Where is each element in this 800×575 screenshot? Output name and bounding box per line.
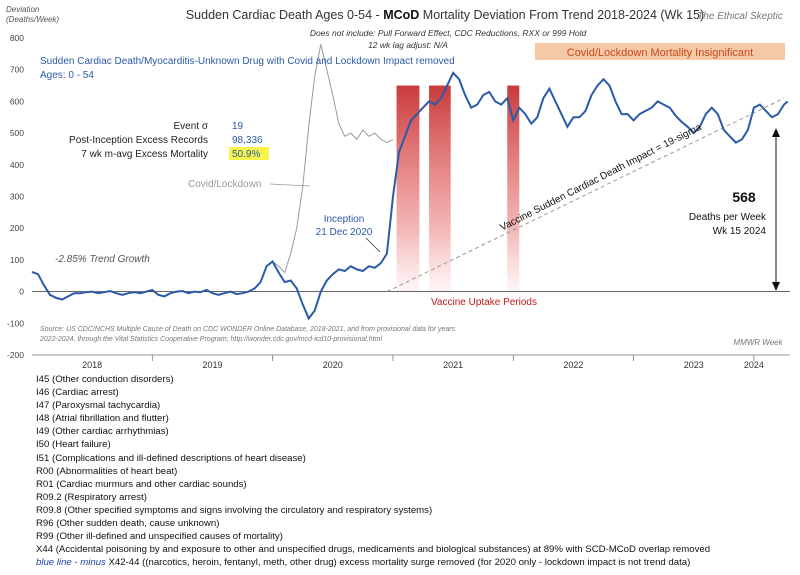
x-tick-label: 2022 [563,360,583,370]
icd-code-item: R09.8 (Other specified symptoms and sign… [36,504,433,516]
vaccine-uptake-band [396,85,420,292]
icd-code-item: I45 (Other conduction disorders) [36,374,174,385]
y-tick-label: 600 [10,96,24,106]
x-tick-label: 2021 [443,360,463,370]
chart-area: Covid/Lockdown Mortality Insignificant 8… [6,5,790,370]
stat-label-2: 7 wk m-avg Excess Mortality [81,149,208,160]
y-tick-label: 100 [10,255,24,265]
stat-value-2: 50.9% [232,149,260,160]
y-tick-label: 300 [10,192,24,202]
icd-code-item: R09.2 (Respiratory arrest) [36,491,147,503]
note-rest: X42-44 ((narcotics, heroin, fentanyl, me… [105,557,691,569]
stat-value-0: 19 [232,121,244,132]
chart-title: Sudden Cardiac Death Ages 0-54 - MCoD Mo… [186,8,704,22]
title-pre: Sudden Cardiac Death Ages 0-54 - [186,8,380,22]
icd-code-item: X44 (Accidental poisoning by and exposur… [36,544,711,556]
chart-subtitle-2: 12 wk lag adjust: N/A [368,40,448,50]
series-title: Sudden Cardiac Death/Myocarditis-Unknown… [40,56,455,67]
icd-code-item: R01 (Cardiac murmurs and other cardiac s… [36,478,247,490]
x-tick-label: 2018 [82,360,102,370]
inception-label-1: Inception [324,214,365,225]
icd-code-item: I51 (Complications and ill-defined descr… [36,452,306,464]
title-bold: MCoD [383,8,419,22]
stat-value-1: 98,336 [232,135,263,146]
y-axis: 800 700 600 500 400 300 200 100 0 -100 -200 [7,33,24,360]
covid-insignificant-box [535,43,785,60]
icd-code-item: R00 (Abnormalities of heart beat) [36,465,178,477]
y-tick-label: -100 [7,318,24,328]
icd-code-item: I46 (Cardiac arrest) [36,387,119,399]
chart-subtitle-1: Does not include: Pull Forward Effect, C… [310,28,587,38]
y-tick-label: 0 [19,287,24,297]
chart-svg: Covid/Lockdown Mortality Insignificant 8… [6,5,790,370]
icd-code-item: R96 (Other sudden death, cause unknown) [36,518,220,530]
x-tick-label: 2023 [684,360,704,370]
y-tick-label: 500 [10,128,24,138]
stat-label-1: Post-Inception Excess Records [69,135,208,146]
y-tick-label: 700 [10,65,24,75]
title-post: Mortality Deviation From Trend 2018-2024… [423,8,704,22]
vaccine-impact-line [386,97,785,293]
y-tick-label: -200 [7,350,24,360]
ages-label: Ages: 0 - 54 [40,70,94,81]
vaccine-uptake-band [429,85,451,292]
covid-lockdown-label: Covid/Lockdown [188,179,261,190]
sudden-cardiac-death-line [31,71,789,321]
y-tick-label: 400 [10,160,24,170]
ylabel-2: (Deaths/Week) [6,15,60,24]
x-tick-label: 2019 [202,360,222,370]
deaths-label-1: Deaths per Week [689,212,767,223]
stat-label-0: Event σ [173,121,208,132]
icd-code-list: I45 (Other conduction disorders) I46 (Car… [36,373,796,569]
xlabel: MMWR Week [733,338,783,347]
ylabel-1: Deviation [6,5,40,14]
vaccine-impact-label: Vaccine Sudden Cardiac Death Impact = 19… [499,122,704,234]
deaths-arrow-head-bottom [772,282,780,291]
x-tick-label: 2020 [323,360,343,370]
brand-logo: The Ethical Skeptic [697,11,783,22]
deaths-value: 568 [732,189,756,205]
inception-label-2: 21 Dec 2020 [316,227,373,238]
deaths-arrow-head-top [772,128,780,137]
y-tick-label: 800 [10,33,24,43]
trend-growth-label: -2.85% Trend Growth [55,254,150,265]
stat-highlight [229,147,269,160]
covid-insignificant-label: Covid/Lockdown Mortality Insignificant [567,47,753,59]
vaccine-uptake-band [507,85,520,292]
x-tick-label: 2024 [744,360,764,370]
icd-code-item: R99 (Other ill-defined and unspecified c… [36,531,283,543]
vaccine-uptake-bands [396,85,520,292]
note-term: blue line - minus [36,557,106,569]
icd-code-item: I50 (Heart failure) [36,439,111,451]
x-axis: 2018 2019 2020 2021 2022 2023 2024 [32,354,790,370]
icd-code-item: I49 (Other cardiac arrhythmias) [36,426,169,438]
inception-pointer [365,237,381,253]
icd-code-item: I48 (Atrial fibrillation and flutter) [36,413,169,425]
note-line: blue line - minus X42-44 ((narcotics, he… [36,556,796,569]
source-line-1: Source: US CDC/NCHS Multiple Cause of De… [40,326,456,333]
y-tick-label: 200 [10,223,24,233]
source-line-2: 2022-2024, through the Vital Statistics … [39,336,382,343]
icd-code-item: I47 (Paroxysmal tachycardia) [36,400,161,412]
covid-lockdown-line [272,44,394,274]
deaths-label-2: Wk 15 2024 [713,226,767,237]
vaccine-uptake-label: Vaccine Uptake Periods [431,297,537,308]
covid-lockdown-pointer [269,183,311,187]
